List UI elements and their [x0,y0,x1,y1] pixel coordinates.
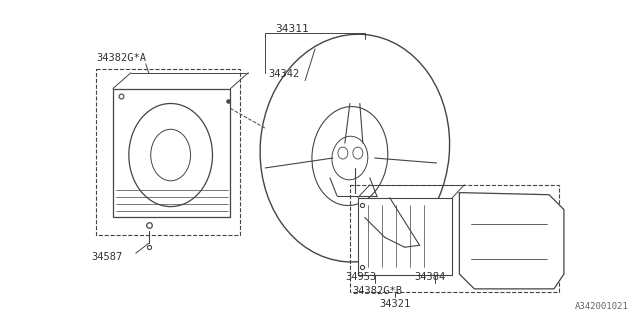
Text: 34382G*B: 34382G*B [352,286,402,296]
Polygon shape [460,193,564,289]
Bar [96,69,241,235]
Text: A342001021: A342001021 [575,302,628,311]
Bar [113,89,230,218]
Text: 34342: 34342 [268,69,300,79]
Text: 34311: 34311 [275,24,309,34]
Text: 34384: 34384 [415,272,446,282]
Text: 34953: 34953 [345,272,376,282]
Text: 34321: 34321 [379,299,410,309]
Bar [358,198,452,275]
Bar [350,185,559,292]
Text: 34382G*A: 34382G*A [96,53,146,63]
Text: 34587: 34587 [91,252,122,262]
